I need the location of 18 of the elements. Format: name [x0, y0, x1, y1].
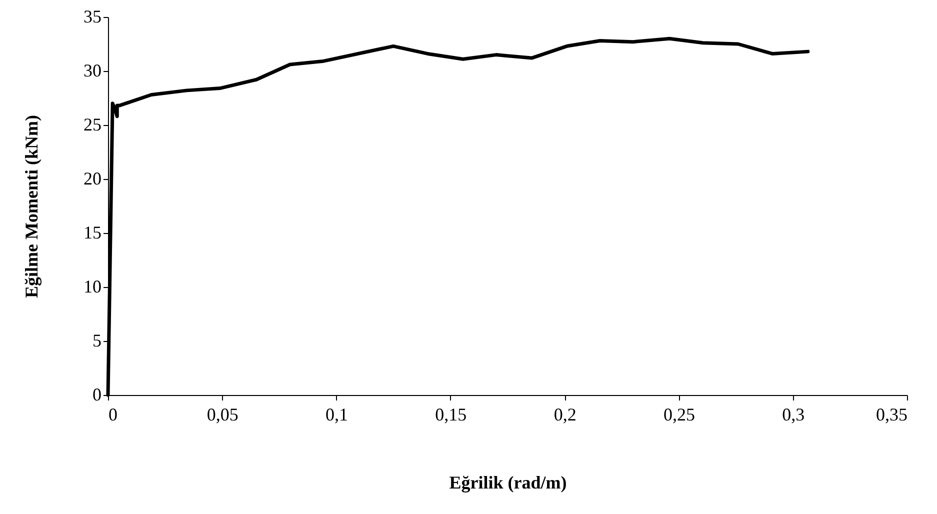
y-tick-label: 20 — [84, 168, 102, 188]
x-axis-title: Eğrilik (rad/m) — [449, 472, 567, 492]
x-tick-label: 0,2 — [554, 404, 576, 424]
x-tick-label: 0,15 — [435, 404, 467, 424]
x-tick-label: 0,05 — [206, 404, 238, 424]
y-tick-label: 25 — [84, 114, 102, 134]
y-tick-label: 10 — [84, 276, 102, 296]
x-tick-label: 0,3 — [782, 404, 805, 424]
y-tick-label: 30 — [84, 60, 102, 80]
y-tick-label: 5 — [92, 330, 102, 350]
x-tick-label: 0 — [108, 404, 118, 424]
y-tick-label: 0 — [92, 384, 102, 404]
y-tick-label: 15 — [84, 222, 102, 242]
y-axis-title: Eğilme Momenti (kNm) — [22, 115, 42, 298]
x-tick-label: 0,25 — [663, 404, 695, 424]
x-tick-label: 0,35 — [876, 404, 908, 424]
x-tick-label: 0,1 — [326, 404, 348, 424]
y-tick-label: 35 — [84, 6, 102, 26]
